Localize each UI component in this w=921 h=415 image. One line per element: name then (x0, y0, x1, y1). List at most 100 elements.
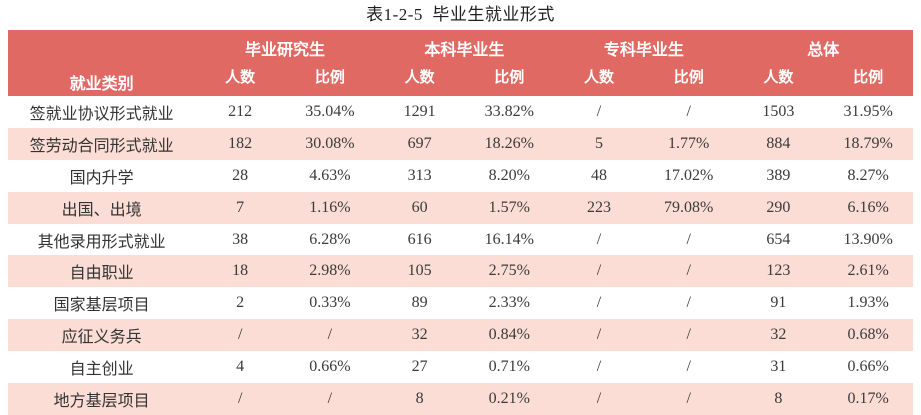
value-cell: / (686, 326, 691, 344)
group-header-cell-3: 总体 (733, 30, 913, 62)
subheader-cell-0-1: 比例 (285, 62, 375, 96)
value-cell: / (327, 326, 333, 344)
category-cell: 地方基层项目 (53, 392, 150, 410)
category-cell: 签就业协议形式就业 (29, 105, 174, 123)
value-cell: 28 (232, 166, 249, 184)
category-cell: 国内升学 (69, 169, 134, 187)
value-cell: 4.63% (309, 166, 351, 184)
value-cell: 8 (774, 389, 783, 407)
value-cell: / (686, 102, 691, 120)
value-cell: 1.16% (309, 198, 351, 216)
value-cell: 4 (236, 358, 245, 376)
value-cell: / (327, 389, 333, 407)
table-title: 表1-2-5 毕业生就业形式 (366, 5, 555, 24)
value-cell: 2.75% (488, 262, 530, 280)
category-cell: 出国、出境 (61, 201, 142, 219)
value-cell: 91 (770, 294, 787, 312)
subheader-cell-2-0: 人数 (554, 62, 644, 96)
value-cell: 31 (770, 358, 787, 376)
value-cell: 60 (411, 198, 428, 216)
subheader-cell-1-1: 比例 (464, 62, 555, 96)
subheader-cell-3-1: 比例 (823, 62, 913, 96)
value-cell: 16.14% (484, 230, 534, 248)
value-cell: / (686, 230, 691, 248)
group-header-cell-0: 毕业研究生 (195, 30, 375, 62)
value-cell: 6.16% (847, 198, 889, 216)
category-cell: 应征义务兵 (61, 329, 142, 347)
category-cell: 自主创业 (69, 361, 134, 379)
table-row: 签就业协议形式就业 212 35.04% 1291 33.82% / / 1503 31.95% (8, 96, 913, 128)
value-cell: 2 (236, 294, 245, 312)
value-cell: 0.71% (488, 358, 530, 376)
value-cell: / (237, 389, 243, 407)
value-cell: 0.33% (309, 294, 351, 312)
value-cell: 13.90% (843, 230, 893, 248)
value-cell: 1291 (403, 102, 436, 120)
table-row: 自由职业 18 2.98% 105 2.75% / / 123 2.61% (8, 255, 913, 288)
value-cell: / (686, 389, 691, 407)
group-header-cell-2: 专科毕业生 (554, 30, 734, 62)
value-cell: 1.93% (847, 294, 889, 312)
value-cell: 18 (232, 262, 249, 280)
value-cell: 2.61% (847, 262, 889, 280)
table-row: 地方基层项目 / / 8 0.21% / / 8 0.17% (8, 383, 913, 415)
employment-table: 就业类别 毕业研究生 本科毕业生 专科毕业生 总体 人数 比例 人数 比例 人数 比例 人数 比例 签… (8, 30, 913, 415)
value-cell: 48 (590, 166, 607, 184)
value-cell: 313 (407, 166, 432, 184)
table-header: 就业类别 毕业研究生 本科毕业生 专科毕业生 总体 人数 比例 人数 比例 人数 比例 人数 比例 (8, 30, 913, 96)
value-cell: 1.77% (668, 134, 710, 152)
value-cell: 8 (415, 389, 424, 407)
value-cell: 7 (236, 198, 245, 216)
table-body: 签就业协议形式就业 212 35.04% 1291 33.82% / / 1503 31.95%… (8, 96, 913, 415)
value-cell: 89 (411, 294, 428, 312)
value-cell: 6.28% (309, 230, 351, 248)
value-cell: 0.17% (847, 389, 889, 407)
value-cell: 38 (232, 230, 249, 248)
value-cell: 33.82% (484, 102, 534, 120)
value-cell: / (596, 262, 602, 280)
value-cell: 8.27% (847, 166, 889, 184)
value-cell: 1.57% (488, 198, 530, 216)
value-cell: 290 (766, 198, 791, 216)
table-row: 国家基层项目 2 0.33% 89 2.33% / / 91 1.93% (8, 287, 913, 319)
subheader-cell-1-0: 人数 (374, 62, 465, 96)
value-cell: 0.68% (847, 326, 889, 344)
subheader-cell-3-0: 人数 (733, 62, 824, 96)
value-cell: / (596, 326, 602, 344)
value-cell: 654 (766, 230, 791, 248)
category-cell: 其他录用形式就业 (37, 233, 166, 251)
subheader-cell-2-1: 比例 (643, 62, 734, 96)
table-row: 签劳动合同形式就业 182 30.08% 697 18.26% 5 1.77% 884 18.7… (8, 127, 913, 160)
value-cell: / (596, 102, 602, 120)
value-cell: / (686, 294, 691, 312)
value-cell: 182 (228, 134, 253, 152)
value-cell: 223 (586, 198, 611, 216)
category-cell: 签劳动合同形式就业 (29, 137, 174, 155)
table-row: 出国、出境 7 1.16% 60 1.57% 223 79.08% 290 6.16% (8, 191, 913, 224)
value-cell: 32 (411, 326, 428, 344)
group-header-cell-1: 本科毕业生 (374, 30, 555, 62)
value-cell: 0.84% (488, 326, 530, 344)
value-cell: 79.08% (664, 198, 714, 216)
value-cell: 2.98% (309, 262, 351, 280)
value-cell: 697 (407, 134, 432, 152)
value-cell: 17.02% (664, 166, 714, 184)
table-row: 国内升学 28 4.63% 313 8.20% 48 17.02% 389 8.27% (8, 160, 913, 192)
value-cell: 2.33% (488, 294, 530, 312)
value-cell: / (596, 230, 602, 248)
value-cell: 18.79% (843, 134, 893, 152)
value-cell: 105 (407, 262, 432, 280)
value-cell: 884 (766, 134, 791, 152)
value-cell: 8.20% (488, 166, 530, 184)
value-cell: / (596, 294, 602, 312)
category-cell: 自由职业 (69, 265, 134, 283)
table-row: 其他录用形式就业 38 6.28% 616 16.14% / / 654 13.90% (8, 224, 913, 256)
table-row: 自主创业 4 0.66% 27 0.71% / / 31 0.66% (8, 351, 913, 383)
value-cell: 5 (594, 134, 603, 152)
value-cell: 1503 (762, 102, 795, 120)
value-cell: 0.66% (309, 358, 351, 376)
group-header-row: 就业类别 毕业研究生 本科毕业生 专科毕业生 总体 (8, 30, 913, 96)
value-cell: 31.95% (843, 102, 893, 120)
value-cell: 212 (228, 102, 253, 120)
table-row: 应征义务兵 / / 32 0.84% / / 32 0.68% (8, 319, 913, 352)
